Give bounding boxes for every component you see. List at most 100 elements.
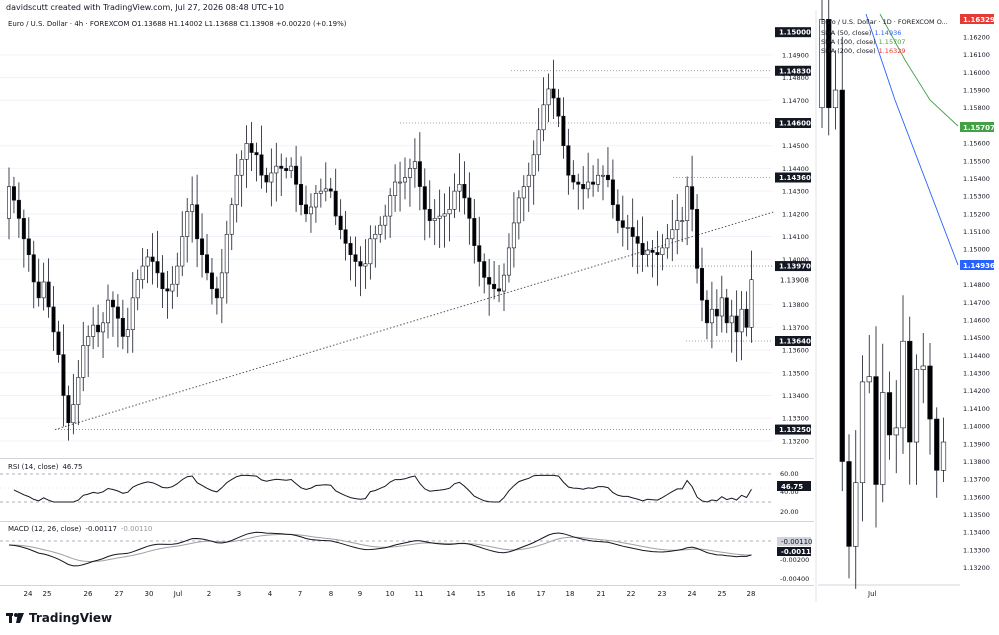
daily-y-tick-label: 1.13400 xyxy=(963,529,990,537)
candle-bear xyxy=(66,395,71,424)
candle-bull xyxy=(76,377,81,405)
candle-bull xyxy=(185,211,190,237)
macd-pane[interactable]: MACD (12, 26, close) -0.00117 -0.00110 -0.… xyxy=(0,525,816,583)
candle-bear xyxy=(591,181,596,185)
price-label: 1.13250 xyxy=(779,426,811,434)
rsi-pane[interactable]: RSI (14, close) 46.75 60.00 40.00 20.00 4… xyxy=(0,463,811,516)
candle-bull xyxy=(244,143,249,160)
candle-bear xyxy=(630,227,635,237)
current-price-label: 1.13908 xyxy=(780,277,809,285)
x-tick-label: 25 xyxy=(43,590,52,598)
candle-bear xyxy=(417,161,422,187)
candle-bear xyxy=(497,288,502,292)
price-label-badge xyxy=(775,27,811,38)
candle-bear xyxy=(165,288,170,292)
candle-bear xyxy=(264,174,269,183)
candle-bull xyxy=(526,174,531,187)
rsi-level-60: 60.00 xyxy=(780,470,799,478)
candle-bull xyxy=(101,322,106,333)
macd-signal-badge xyxy=(777,537,811,546)
candle-bull xyxy=(145,256,150,267)
candle-bull xyxy=(600,174,605,177)
candle-bull xyxy=(531,154,536,176)
daily-y-tick-label: 1.16100 xyxy=(963,51,990,59)
sma200-legend: SMA (200, close) 1.16329 xyxy=(821,47,906,55)
candle-bull xyxy=(675,220,680,231)
candle-bull xyxy=(378,224,383,235)
candle-bull xyxy=(596,174,601,185)
daily-y-tick-label: 1.14200 xyxy=(963,387,990,395)
x-tick-label: 25 xyxy=(718,590,727,598)
y-tick-label: 1.14100 xyxy=(782,233,809,241)
candle-bull xyxy=(373,233,378,240)
macd-pane-divider xyxy=(0,521,818,522)
rsi-legend: RSI (14, close) 46.75 xyxy=(8,463,83,471)
main-chart[interactable]: Euro / U.S. Dollar · 4h · FOREXCOM O1.13… xyxy=(0,20,818,598)
time-axis-divider xyxy=(0,585,818,586)
x-tick-label: 11 xyxy=(415,590,424,598)
candle-bull xyxy=(625,227,630,229)
main-price-axis[interactable]: 1.149001.148001.147001.145001.144001.143… xyxy=(782,51,809,445)
candle-bear xyxy=(353,254,358,262)
candle-bear xyxy=(36,281,41,299)
rsi-pane-divider xyxy=(0,458,818,459)
candle-bull xyxy=(645,249,650,256)
daily-candle-bear xyxy=(839,89,845,462)
candle-bear xyxy=(699,268,704,301)
candle-bull xyxy=(125,329,130,337)
daily-y-tick-label: 1.15800 xyxy=(963,104,990,112)
daily-y-tick-label: 1.13700 xyxy=(963,476,990,484)
main-time-axis[interactable]: 24 25 26 27 30 Jul 2 3 4 7 8 9 10 11 14 15 16 17 18 21 22 23 2… xyxy=(24,590,756,598)
daily-candle-bull xyxy=(920,365,926,370)
candle-bear xyxy=(333,190,338,217)
daily-candle-bear xyxy=(934,418,940,471)
rsi-value-label: 46.75 xyxy=(781,483,803,491)
candle-bull xyxy=(219,272,224,299)
macd-line xyxy=(8,531,752,567)
daily-candle-bear xyxy=(886,392,893,436)
candle-bull xyxy=(402,177,407,183)
candle-bull xyxy=(442,213,447,217)
candle-bull xyxy=(452,190,457,210)
candle-bull xyxy=(398,181,403,184)
macd-level-2: -0.00400 xyxy=(780,575,809,583)
daily-price-axis[interactable]: 1.16200 1.16100 1.16000 1.15900 1.15800 1.156… xyxy=(963,33,990,572)
ascending-trendline[interactable] xyxy=(54,211,776,431)
daily-y-tick-label: 1.15500 xyxy=(963,157,990,165)
candle-bull xyxy=(447,208,452,215)
candle-bull xyxy=(106,299,111,324)
daily-y-tick-label: 1.14000 xyxy=(963,423,990,431)
x-tick-label: 3 xyxy=(237,590,241,598)
x-tick-label: 23 xyxy=(658,590,667,598)
candle-bear xyxy=(427,208,432,221)
candle-bear xyxy=(254,152,259,156)
candle-bear xyxy=(492,283,497,290)
daily-candle-bull xyxy=(940,441,947,471)
candle-bear xyxy=(358,261,363,267)
x-tick-label: 27 xyxy=(115,590,124,598)
y-tick-label: 1.14400 xyxy=(782,165,809,173)
macd-level-1: -0.00200 xyxy=(780,556,809,564)
y-tick-label: 1.13600 xyxy=(782,347,809,355)
x-tick-label: 26 xyxy=(84,590,93,598)
macd-value-label: -0.00117 xyxy=(781,548,816,556)
candle-bear xyxy=(615,204,620,221)
x-tick-label: 4 xyxy=(268,590,273,598)
daily-candle-bull xyxy=(900,340,906,429)
candle-bear xyxy=(650,249,655,253)
candle-bull xyxy=(660,247,665,256)
daily-y-tick-label: 1.14300 xyxy=(963,370,990,378)
candle-bear xyxy=(115,306,120,319)
candle-bear xyxy=(328,188,333,192)
tradingview-logo-icon xyxy=(6,613,24,623)
candle-bear xyxy=(209,272,214,290)
tradingview-logo[interactable]: TradingView xyxy=(6,611,112,625)
candle-bear xyxy=(610,179,615,206)
daily-candle-bull xyxy=(913,369,920,443)
daily-chart[interactable]: Euro / U.S. Dollar · 1D · FOREXCOM O... … xyxy=(818,0,995,598)
candle-bear xyxy=(556,97,561,117)
candle-bull xyxy=(81,345,86,378)
x-tick-label: 10 xyxy=(386,590,395,598)
candle-bear xyxy=(299,184,304,206)
